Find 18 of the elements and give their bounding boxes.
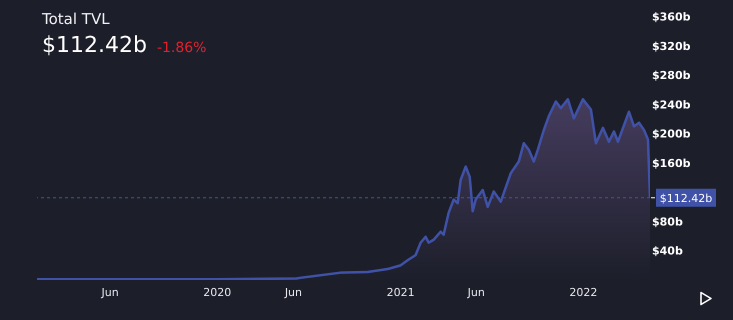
- x-tick-label: Jun: [100, 286, 119, 299]
- y-tick-label: $240b: [652, 98, 691, 112]
- y-tick-label: $80b: [652, 215, 683, 228]
- y-tick-label: $280b: [652, 69, 691, 82]
- x-tick-label: 2021: [386, 286, 415, 299]
- text: Total TVL: [42, 10, 110, 28]
- ref-line-label: $112.42b: [660, 192, 712, 205]
- x-tick-label: Jun: [284, 286, 302, 299]
- y-tick-label: $200b: [652, 128, 691, 141]
- x-tick-label: Jun: [466, 286, 485, 299]
- text: $112.42b: [42, 33, 147, 58]
- y-tick-label: $360b: [652, 10, 691, 24]
- y-tick-label: $160b: [652, 156, 691, 170]
- y-tick-label: $320b: [652, 40, 691, 53]
- annotation: -1.86%: [156, 40, 206, 56]
- x-tick-label: 2022: [569, 286, 598, 299]
- y-tick-label: $40b: [652, 244, 683, 258]
- x-tick-label: 2020: [203, 286, 232, 299]
